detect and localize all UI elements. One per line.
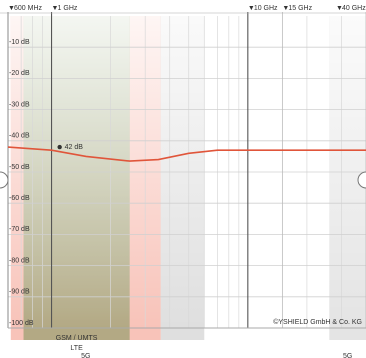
x-tick-marker: ▼ <box>336 5 343 12</box>
band-label: 5G <box>343 353 352 358</box>
annotation: 42 dB <box>65 144 84 151</box>
band-label: 5G <box>81 353 90 358</box>
x-tick-marker: ▼ <box>282 5 289 12</box>
x-tick-marker: ▼ <box>8 5 15 12</box>
y-tick-label: -10 dB <box>9 39 30 46</box>
x-tick-marker: ▼ <box>52 5 59 12</box>
y-tick-label: -90 dB <box>9 289 30 296</box>
annotation-dot <box>57 144 62 150</box>
side-handle <box>0 171 9 189</box>
x-tick-marker: ▼ <box>248 5 255 12</box>
side-handle <box>357 171 366 189</box>
series-line <box>7 146 366 162</box>
y-tick-label: -100 dB <box>9 320 34 327</box>
x-tick-label: 1 GHz <box>58 5 78 12</box>
y-tick-label: -30 dB <box>9 101 30 108</box>
y-tick-label: -50 dB <box>9 164 30 171</box>
y-tick-label: -20 dB <box>9 70 30 77</box>
y-tick-label: -70 dB <box>9 226 30 233</box>
copyright: ©YSHIELD GmbH & Co. KG <box>273 318 362 326</box>
band-label: GSM / UMTS <box>56 335 98 342</box>
x-tick-label: 15 GHz <box>288 5 312 12</box>
band-label: LTE <box>70 345 83 352</box>
x-tick-label: 600 MHz <box>14 5 43 12</box>
x-tick-label: 40 GHz <box>342 5 366 12</box>
y-tick-label: -80 dB <box>9 257 30 264</box>
y-tick-label: -40 dB <box>9 133 30 140</box>
y-tick-label: -60 dB <box>9 195 30 202</box>
x-tick-label: 10 GHz <box>254 5 278 12</box>
